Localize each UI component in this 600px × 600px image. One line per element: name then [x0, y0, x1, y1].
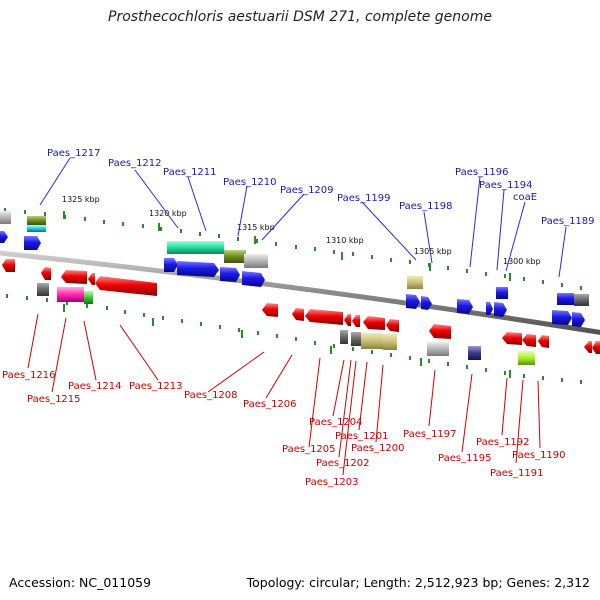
gene-label-paes-1189[interactable]: Paes_1189 [541, 216, 595, 227]
gene-arrow[interactable] [584, 341, 592, 353]
gene-arrow[interactable] [352, 315, 360, 327]
gene-label-paes-1200[interactable]: Paes_1200 [351, 443, 405, 454]
gene-block[interactable] [84, 291, 93, 304]
gene-arrow[interactable] [344, 314, 351, 326]
gene-arrow[interactable] [262, 303, 278, 317]
gene-block[interactable] [244, 254, 268, 268]
gene-block[interactable] [468, 346, 481, 360]
gene-arrow[interactable] [552, 310, 572, 325]
gene-arrow[interactable] [164, 258, 178, 272]
gene-block[interactable] [427, 342, 449, 356]
gene-label-paes-1216[interactable]: Paes_1216 [2, 370, 56, 381]
gene-label-paes-1195[interactable]: Paes_1195 [438, 453, 492, 464]
gene-arrow[interactable] [220, 267, 240, 282]
gene-arrow[interactable] [572, 312, 585, 327]
gene-label-paes-1217[interactable]: Paes_1217 [47, 148, 101, 159]
gene-block[interactable] [27, 225, 46, 232]
scale-label-1305: 1305 kbp [414, 247, 452, 256]
gene-block[interactable] [37, 283, 49, 296]
gene-block[interactable] [57, 287, 84, 302]
gene-arrow[interactable] [363, 316, 385, 330]
gene-block[interactable] [574, 294, 589, 306]
gene-arrow[interactable] [429, 324, 451, 339]
genome-title: Prosthecochloris aestuarii DSM 271, comp… [108, 9, 492, 25]
gene-arrow[interactable] [88, 273, 95, 285]
gene-label-paes-1209[interactable]: Paes_1209 [280, 185, 334, 196]
gene-block[interactable] [518, 351, 535, 365]
gene-arrow[interactable] [592, 341, 600, 354]
gene-block[interactable] [224, 250, 246, 263]
gene-label-paes-1191[interactable]: Paes_1191 [490, 468, 544, 479]
gene-label-paes-1201[interactable]: Paes_1201 [335, 431, 389, 442]
reverse-genes[interactable] [2, 259, 600, 365]
gene-block[interactable] [0, 211, 11, 224]
genome-backbone [0, 250, 600, 335]
gene-arrow[interactable] [24, 236, 41, 250]
gene-arrow[interactable] [242, 271, 265, 287]
gene-arrow[interactable] [41, 267, 51, 280]
gene-block[interactable] [383, 334, 397, 350]
gene-block[interactable] [340, 330, 348, 344]
scale-label-1315: 1315 kbp [237, 223, 275, 232]
scale-label-1310: 1310 kbp [326, 236, 364, 245]
gene-block[interactable] [557, 293, 574, 305]
gene-label-paes-1215[interactable]: Paes_1215 [27, 394, 81, 405]
gene-label-paes-1204[interactable]: Paes_1204 [309, 417, 363, 428]
gene-label-paes-1198[interactable]: Paes_1198 [399, 201, 453, 212]
forward-genes[interactable] [0, 211, 589, 327]
gene-block[interactable] [496, 287, 508, 299]
bottom-leader-lines [27, 313, 541, 476]
gene-arrow[interactable] [486, 302, 493, 315]
scale-label-1325: 1325 kbp [62, 195, 100, 204]
topology-label: Topology: circular; Length: 2,512,923 bp… [246, 575, 590, 590]
gene-arrow[interactable] [292, 308, 304, 321]
upper-scale-ticks [4, 208, 582, 290]
gene-arrow[interactable] [177, 261, 219, 277]
gene-arrow[interactable] [406, 294, 420, 309]
gene-arrow[interactable] [494, 302, 507, 317]
gene-arrow[interactable] [2, 259, 15, 272]
gene-label-paes-1203[interactable]: Paes_1203 [305, 477, 359, 488]
gene-label-paes-1208[interactable]: Paes_1208 [184, 390, 238, 401]
gene-block[interactable] [361, 333, 383, 349]
gene-label-paes-1210[interactable]: Paes_1210 [223, 177, 277, 188]
gene-arrow[interactable] [457, 299, 473, 314]
gene-label-paes-1199[interactable]: Paes_1199 [337, 193, 391, 204]
gene-arrow[interactable] [538, 335, 549, 348]
gene-label-paes-1213[interactable]: Paes_1213 [129, 381, 183, 392]
gene-arrow[interactable] [502, 332, 522, 345]
gene-arrow[interactable] [421, 296, 432, 310]
gene-label-paes-1205[interactable]: Paes_1205 [282, 444, 336, 455]
gene-label-paes-1214[interactable]: Paes_1214 [68, 381, 122, 392]
gene-label-paes-1190[interactable]: Paes_1190 [512, 450, 566, 461]
gene-label-paes-1211[interactable]: Paes_1211 [163, 167, 217, 178]
gene-arrow[interactable] [95, 276, 157, 296]
gene-label-paes-1194[interactable]: Paes_1194 [479, 180, 533, 191]
top-leader-lines [39, 157, 567, 278]
gene-label-paes-1192[interactable]: Paes_1192 [476, 437, 530, 448]
gene-arrow[interactable] [522, 334, 536, 347]
gene-block[interactable] [27, 216, 46, 225]
gene-label-paes-1206[interactable]: Paes_1206 [243, 399, 297, 410]
gene-label-paes-1202[interactable]: Paes_1202 [316, 458, 370, 469]
scale-label-1300: 1300 kbp [503, 257, 541, 266]
gene-block[interactable] [167, 241, 224, 254]
gene-block[interactable] [351, 332, 361, 346]
gene-label-paes-1196[interactable]: Paes_1196 [455, 167, 509, 178]
gene-label-paes-1197[interactable]: Paes_1197 [403, 429, 457, 440]
gene-arrow[interactable] [0, 231, 8, 243]
gene-label-coae[interactable]: coaE [513, 192, 537, 203]
gene-arrow[interactable] [305, 309, 343, 325]
gene-label-paes-1212[interactable]: Paes_1212 [108, 158, 162, 169]
gene-block[interactable] [407, 276, 423, 289]
accession-label: Accession: NC_011059 [9, 575, 152, 590]
gene-arrow[interactable] [61, 270, 87, 284]
lower-scale-ticks [6, 294, 582, 384]
gene-arrow[interactable] [386, 319, 399, 332]
